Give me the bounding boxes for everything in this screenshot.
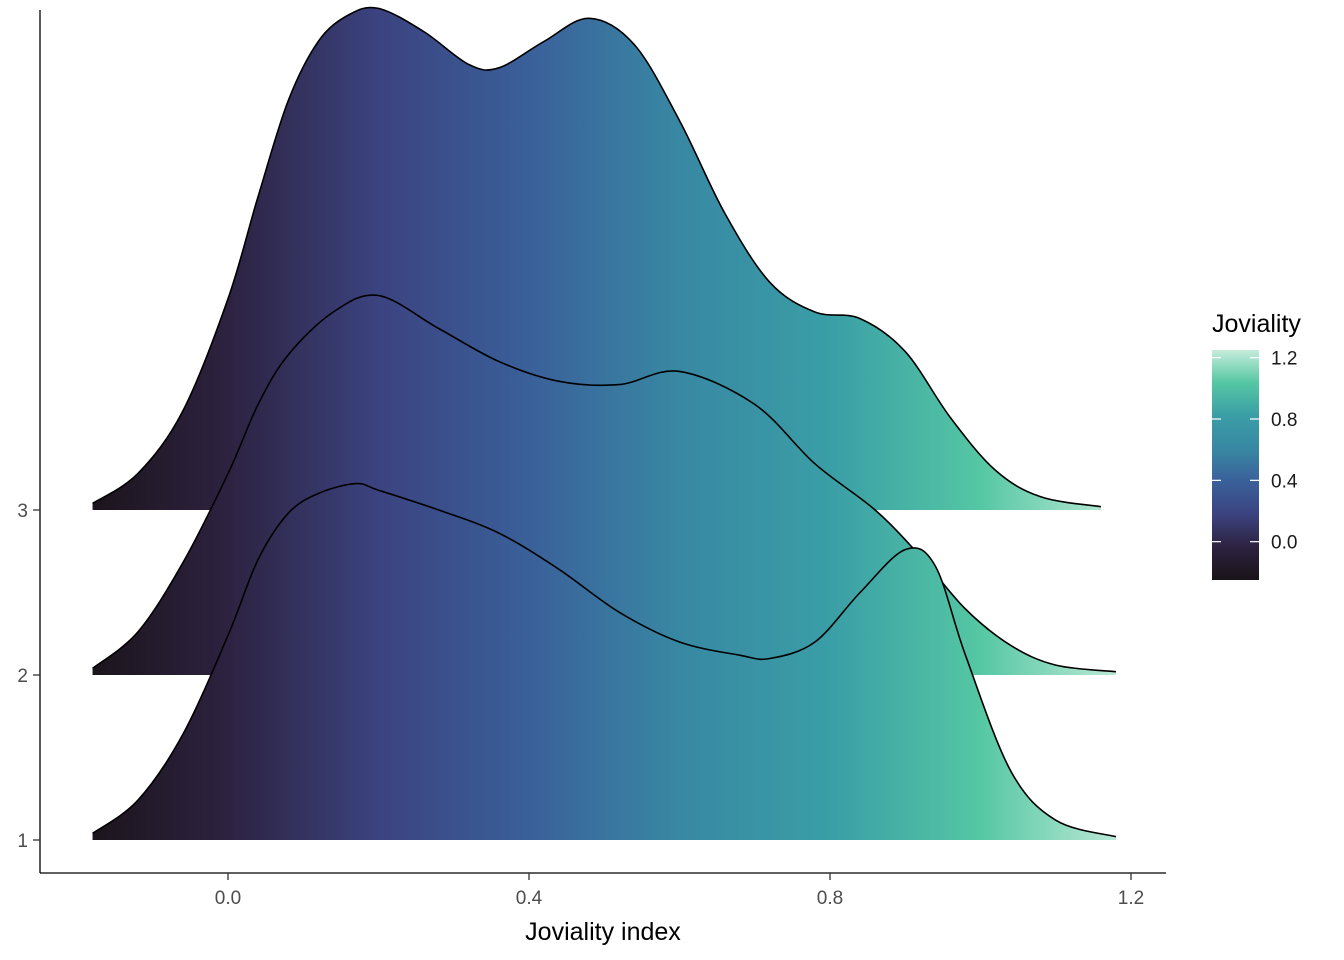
y-tick-label: 2 (17, 666, 28, 687)
ridge-1 (92, 482, 1117, 840)
x-tick-label: 1.2 (1118, 888, 1144, 909)
legend-label: 1.2 (1271, 349, 1297, 370)
legend-colorbar (1212, 350, 1259, 580)
legend: Joviality 0.0 0.4 0.8 1.2 (1212, 310, 1301, 580)
ridge-area-1 (92, 483, 1116, 840)
x-tick-label: 0.4 (516, 888, 543, 909)
legend-label: 0.8 (1271, 410, 1297, 431)
axes-layer: 0.0 0.4 0.8 1.2 1 2 3 Joviality index (17, 10, 1166, 946)
y-tick-label: 1 (17, 831, 28, 852)
legend-label: 0.4 (1271, 471, 1298, 492)
legend-label: 0.0 (1271, 533, 1297, 554)
ridge-line-3 (92, 6, 1102, 508)
ridges-layer (92, 6, 1117, 840)
y-tick-label: 3 (17, 501, 28, 522)
legend-title: Joviality (1212, 310, 1301, 338)
x-axis-title: Joviality index (525, 918, 681, 946)
ridge-line-1 (92, 482, 1117, 838)
x-tick-label: 0.8 (817, 888, 843, 909)
x-tick-label: 0.0 (215, 888, 241, 909)
